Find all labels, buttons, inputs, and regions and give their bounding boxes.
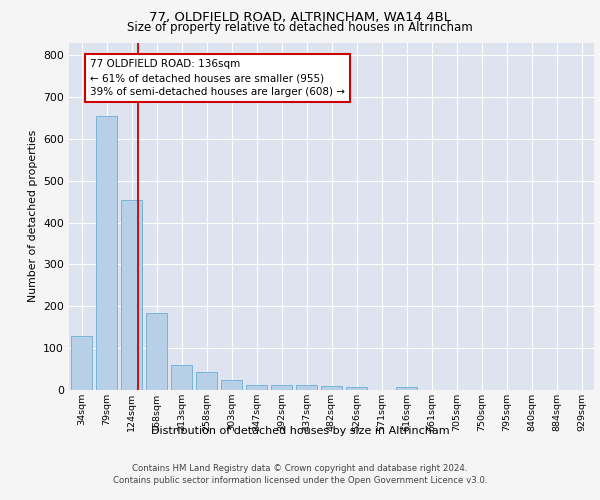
Text: 77 OLDFIELD ROAD: 136sqm
← 61% of detached houses are smaller (955)
39% of semi-: 77 OLDFIELD ROAD: 136sqm ← 61% of detach… <box>90 59 345 97</box>
Text: Distribution of detached houses by size in Altrincham: Distribution of detached houses by size … <box>151 426 449 436</box>
Bar <box>296 385 317 390</box>
Bar <box>121 200 142 390</box>
Bar <box>396 386 417 390</box>
Y-axis label: Number of detached properties: Number of detached properties <box>28 130 38 302</box>
Bar <box>321 386 342 390</box>
Bar <box>146 312 167 390</box>
Bar <box>96 116 117 390</box>
Bar <box>196 372 217 390</box>
Text: Contains public sector information licensed under the Open Government Licence v3: Contains public sector information licen… <box>113 476 487 485</box>
Bar <box>271 384 292 390</box>
Text: Contains HM Land Registry data © Crown copyright and database right 2024.: Contains HM Land Registry data © Crown c… <box>132 464 468 473</box>
Bar <box>171 365 192 390</box>
Text: Size of property relative to detached houses in Altrincham: Size of property relative to detached ho… <box>127 22 473 35</box>
Bar <box>246 385 267 390</box>
Bar <box>346 386 367 390</box>
Text: 77, OLDFIELD ROAD, ALTRINCHAM, WA14 4BL: 77, OLDFIELD ROAD, ALTRINCHAM, WA14 4BL <box>149 11 451 24</box>
Bar <box>221 380 242 390</box>
Bar <box>71 336 92 390</box>
